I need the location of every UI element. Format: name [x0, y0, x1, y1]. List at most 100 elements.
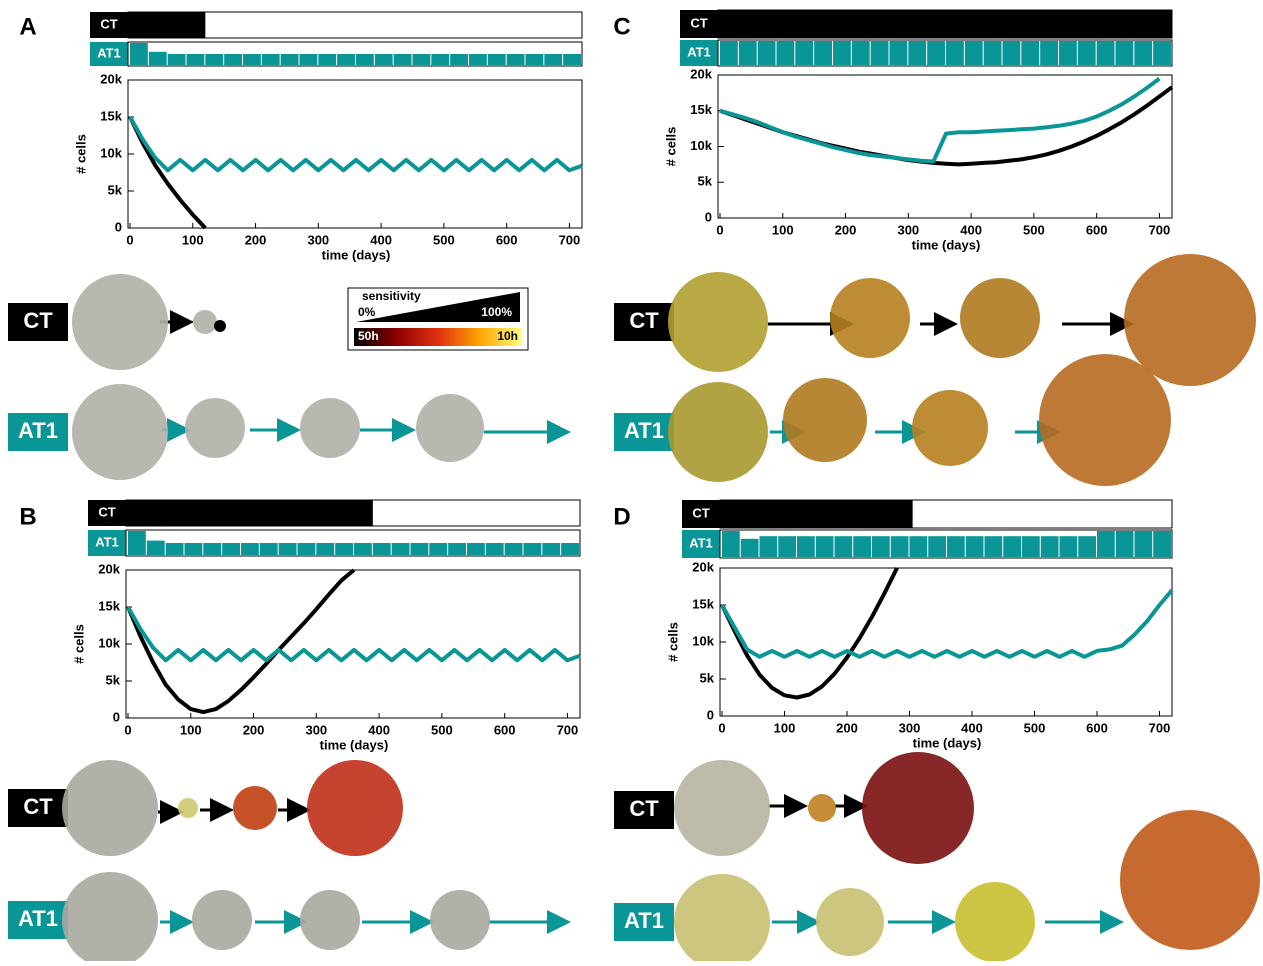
- x-tick-label: 0: [718, 720, 725, 735]
- y-axis-label: # cells: [665, 622, 680, 662]
- at1-dose: [413, 54, 431, 65]
- at1-dose: [1097, 41, 1115, 65]
- row-label: AT1: [18, 418, 58, 443]
- y-tick-label: 15k: [690, 102, 712, 117]
- y-tick-label: 5k: [106, 672, 121, 687]
- at1-dose: [890, 41, 908, 65]
- y-tick-label: 0: [113, 709, 120, 724]
- series-line: [128, 570, 354, 712]
- tumor: [300, 890, 360, 950]
- x-tick-label: 100: [774, 720, 796, 735]
- at1-dose: [130, 43, 148, 65]
- dose-label: CT: [100, 16, 117, 31]
- at1-dose: [486, 543, 504, 555]
- legend-fast: 10h: [497, 329, 518, 343]
- at1-dose: [758, 41, 776, 65]
- at1-dose: [1060, 536, 1078, 557]
- tumor: [1120, 810, 1260, 950]
- row-label: CT: [23, 794, 53, 819]
- at1-dose: [910, 536, 928, 557]
- at1-dose: [563, 54, 581, 65]
- at1-dose: [394, 54, 412, 65]
- panel-letter: C: [613, 13, 630, 40]
- at1-dose: [852, 41, 870, 65]
- tumor: [62, 872, 158, 961]
- tumor: [307, 760, 403, 856]
- tumor: [1124, 254, 1256, 386]
- x-tick-label: 400: [370, 232, 392, 247]
- x-tick-label: 400: [368, 722, 390, 737]
- panel-letter: A: [19, 13, 36, 40]
- at1-dose: [1153, 41, 1171, 65]
- tumor: [960, 278, 1040, 358]
- at1-dose: [281, 54, 299, 65]
- y-axis-label: # cells: [71, 624, 86, 664]
- tumor: [674, 760, 770, 856]
- at1-dose: [488, 54, 506, 65]
- at1-dose: [1116, 531, 1134, 557]
- y-tick-label: 10k: [98, 635, 120, 650]
- tumor: [62, 760, 158, 856]
- series-line: [722, 590, 1172, 657]
- x-tick-label: 500: [1023, 222, 1045, 237]
- dose-label: CT: [690, 15, 707, 30]
- tumor: [830, 278, 910, 358]
- x-tick-label: 0: [126, 232, 133, 247]
- tumor: [72, 274, 168, 370]
- x-tick-label: 100: [182, 232, 204, 247]
- at1-dose: [147, 541, 165, 555]
- tumor: [416, 394, 484, 462]
- dose-label: CT: [98, 504, 115, 519]
- tumor: [192, 890, 252, 950]
- x-axis-label: time (days): [912, 237, 981, 252]
- dose-label: CT: [692, 505, 709, 520]
- x-tick-label: 200: [245, 232, 267, 247]
- tumor: [233, 786, 277, 830]
- y-tick-label: 0: [705, 209, 712, 224]
- y-axis-label: # cells: [663, 127, 678, 167]
- at1-dose: [1078, 41, 1096, 65]
- row-label: AT1: [18, 906, 58, 931]
- at1-dose: [797, 536, 815, 557]
- panel-letter: D: [613, 503, 630, 530]
- x-axis-label: time (days): [913, 735, 982, 750]
- at1-dose: [1040, 41, 1058, 65]
- at1-dose: [337, 54, 355, 65]
- at1-dose: [149, 52, 167, 65]
- at1-dose: [222, 543, 240, 555]
- row-label: CT: [23, 308, 53, 333]
- x-tick-label: 700: [1149, 720, 1171, 735]
- at1-dose: [722, 531, 740, 557]
- at1-dose: [760, 536, 778, 557]
- figure: sensitivity 0% 100% 50h 10h ACTAT105k10k…: [0, 0, 1263, 961]
- tumor: [912, 390, 988, 466]
- x-tick-label: 200: [835, 222, 857, 237]
- at1-dose: [224, 54, 242, 65]
- y-tick-label: 20k: [692, 559, 714, 574]
- at1-dose: [526, 54, 544, 65]
- row-label: CT: [629, 308, 659, 333]
- at1-dose: [507, 54, 525, 65]
- at1-dose: [187, 54, 205, 65]
- plot-frame: [720, 568, 1172, 716]
- at1-dose: [354, 543, 372, 555]
- at1-dose: [833, 41, 851, 65]
- at1-dose: [1003, 536, 1021, 557]
- at1-dose: [891, 536, 909, 557]
- plot-frame: [718, 75, 1172, 218]
- at1-dose: [778, 536, 796, 557]
- at1-dose: [279, 543, 297, 555]
- row-label: AT1: [624, 908, 664, 933]
- series-line: [720, 87, 1172, 164]
- y-tick-label: 15k: [98, 598, 120, 613]
- tumor: [72, 384, 168, 480]
- at1-dose: [928, 536, 946, 557]
- at1-dose: [814, 41, 832, 65]
- at1-dose: [128, 531, 146, 555]
- tumor: [816, 888, 884, 956]
- at1-dose: [966, 536, 984, 557]
- at1-dose: [166, 543, 184, 555]
- x-tick-label: 500: [433, 232, 455, 247]
- y-tick-label: 20k: [98, 561, 120, 576]
